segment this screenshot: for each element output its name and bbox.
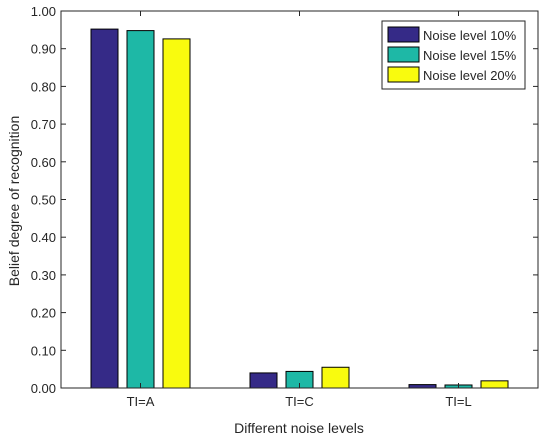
y-tick-label: 0.50 bbox=[31, 193, 56, 208]
legend-swatch bbox=[387, 26, 420, 43]
y-tick-label: 0.10 bbox=[31, 343, 56, 358]
legend-label: Noise level 10% bbox=[423, 28, 517, 43]
legend-label: Noise level 15% bbox=[423, 48, 517, 63]
x-tick-label: TI=C bbox=[285, 394, 314, 409]
bar-ti-a-series-2 bbox=[126, 30, 155, 389]
y-tick-label: 0.60 bbox=[31, 155, 56, 170]
y-tick-label: 0.70 bbox=[31, 117, 56, 132]
bar-ti-c-series-3 bbox=[321, 366, 350, 389]
y-tick-label: 0.40 bbox=[31, 230, 56, 245]
bar-ti-l-series-3 bbox=[480, 380, 509, 389]
y-tick-label: 0.20 bbox=[31, 306, 56, 321]
axes-layer: 0.00 0.10 0.20 0.30 0.40 0.50 0.60 0.70 0.80 0.90… bbox=[31, 4, 539, 409]
y-tick-label: 0.90 bbox=[31, 42, 56, 57]
legend: Noise level 10% Noise level 15% Noise leve… bbox=[381, 20, 526, 90]
y-tick-label: 1.00 bbox=[31, 4, 56, 19]
x-tick-label: TI=L bbox=[445, 394, 471, 409]
bars-layer bbox=[90, 28, 509, 389]
y-tick-label: 0.30 bbox=[31, 268, 56, 283]
legend-label: Noise level 20% bbox=[423, 68, 517, 83]
legend-swatch bbox=[387, 66, 420, 83]
bar-ti-c-series-1 bbox=[249, 372, 278, 389]
legend-swatch bbox=[387, 46, 420, 63]
y-axis-label: Belief degree of recognition bbox=[6, 116, 22, 286]
y-tick-label: 0.00 bbox=[31, 381, 56, 396]
x-axis-label: Different noise levels bbox=[234, 420, 364, 436]
x-tick-label: TI=A bbox=[127, 394, 155, 409]
y-tick-label: 0.80 bbox=[31, 79, 56, 94]
bar-ti-a-series-1 bbox=[90, 28, 119, 389]
bar-ti-l-series-1 bbox=[408, 384, 437, 389]
bar-ti-a-series-3 bbox=[162, 38, 191, 389]
